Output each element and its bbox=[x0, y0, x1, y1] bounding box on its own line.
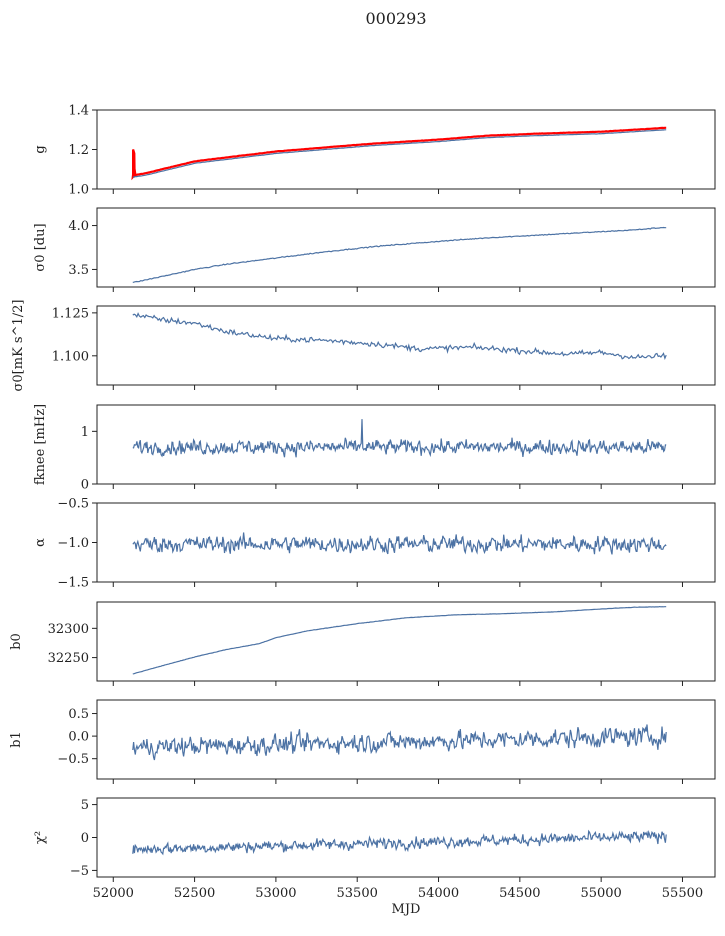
x-tick-label: 54500 bbox=[499, 886, 540, 901]
y-tick-label: 0 bbox=[81, 478, 89, 493]
x-tick-label: 52000 bbox=[93, 886, 134, 901]
y-axis-label: σ0 [du] bbox=[33, 223, 48, 271]
figure-title: 000293 bbox=[365, 9, 426, 28]
panel-b1: −0.5 0.0 0.5 b1 bbox=[9, 699, 716, 784]
x-tick-label: 52500 bbox=[174, 886, 215, 901]
y-axis-label: α bbox=[33, 538, 48, 547]
x-axis-label: MJD bbox=[392, 902, 421, 917]
axes-frame bbox=[96, 404, 716, 485]
axes-frame bbox=[96, 797, 716, 878]
series-b0-0 bbox=[132, 605, 667, 675]
y-tick-label: −0.5 bbox=[57, 497, 89, 512]
y-tick-label: 0.5 bbox=[68, 707, 89, 722]
axes-frame bbox=[96, 601, 716, 682]
y-tick-label: 1.125 bbox=[52, 306, 89, 321]
series-sigma0_du-0 bbox=[132, 226, 667, 283]
series-chi2-0 bbox=[132, 829, 667, 856]
y-axis-label: σ0[mK s^1/2] bbox=[11, 300, 26, 392]
y-tick-label: 1.0 bbox=[68, 183, 89, 198]
y-axis-label: χ² bbox=[33, 831, 48, 844]
x-tick-label: 55500 bbox=[662, 886, 703, 901]
series-b1-0 bbox=[132, 724, 667, 761]
y-tick-label: −5 bbox=[70, 864, 89, 879]
y-tick-label: −0.5 bbox=[57, 752, 89, 767]
series-g-1 bbox=[132, 129, 667, 178]
y-axis-label: b1 bbox=[9, 731, 24, 748]
series-sigma0_mks-0 bbox=[132, 312, 667, 360]
axes-frame bbox=[96, 699, 716, 780]
panel-sigma0_du: 3.5 4.0 σ0 [du] bbox=[33, 207, 716, 292]
y-axis-label: b0 bbox=[9, 633, 24, 650]
panel-chi2: −5 0 5 52000 52500 53000 53500 54000 54500 55000 5… bbox=[33, 797, 716, 917]
panel-sigma0_mks: 1.100 1.125 σ0[mK s^1/2] bbox=[11, 300, 716, 392]
y-tick-label: 0 bbox=[81, 831, 89, 846]
y-tick-label: 1.4 bbox=[68, 104, 89, 119]
axes-frame bbox=[96, 109, 716, 190]
y-tick-label: −1.5 bbox=[57, 576, 89, 591]
axes-frame bbox=[96, 207, 716, 288]
x-tick-label: 53500 bbox=[337, 886, 378, 901]
x-tick-label: 53000 bbox=[255, 886, 296, 901]
y-axis-label: g bbox=[33, 145, 48, 153]
y-tick-label: 1.100 bbox=[52, 349, 89, 364]
y-tick-label: −1.0 bbox=[57, 536, 89, 551]
x-tick-label: 54000 bbox=[418, 886, 459, 901]
panel-b0: 32250 32300 b0 bbox=[9, 601, 716, 686]
y-tick-label: 3.5 bbox=[68, 263, 89, 278]
panel-fknee: 0 1 fknee [mHz] bbox=[33, 404, 716, 493]
y-tick-label: 5 bbox=[81, 798, 89, 813]
y-tick-label: 1 bbox=[81, 425, 89, 440]
panel-alpha: −1.5 −1.0 −0.5 α bbox=[33, 497, 716, 591]
y-tick-label: 32250 bbox=[48, 651, 89, 666]
series-fknee-0 bbox=[132, 419, 667, 458]
axes-frame bbox=[96, 305, 716, 386]
y-axis-label: fknee [mHz] bbox=[33, 404, 48, 485]
panels: 1.0 1.2 1.4 g 3.5 4.0 σ0 [du] 1.100 1.125 σ0[mK s… bbox=[9, 104, 716, 917]
panel-g: 1.0 1.2 1.4 g bbox=[33, 104, 716, 198]
y-tick-label: 0.0 bbox=[68, 730, 89, 745]
series-g-0 bbox=[131, 126, 667, 181]
x-tick-label: 55000 bbox=[580, 886, 621, 901]
series-alpha-0 bbox=[132, 532, 667, 555]
y-tick-label: 32300 bbox=[48, 622, 89, 637]
y-tick-label: 4.0 bbox=[68, 219, 89, 234]
y-tick-label: 1.2 bbox=[68, 143, 89, 158]
